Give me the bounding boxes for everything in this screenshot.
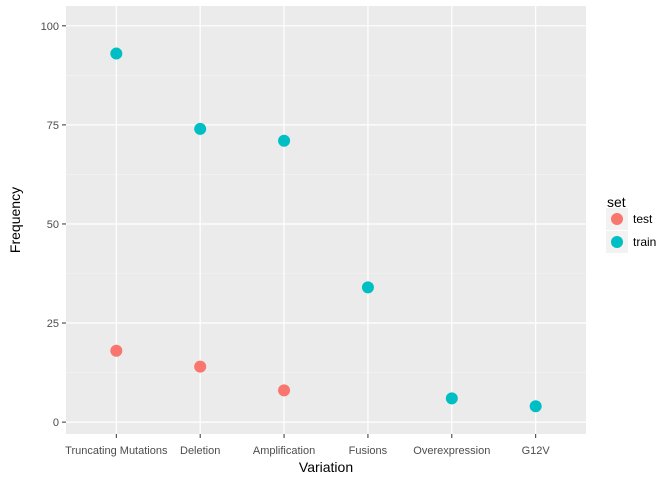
x-tick-label: Truncating Mutations xyxy=(65,445,168,457)
plot-panel xyxy=(66,6,586,434)
data-points xyxy=(110,47,542,413)
point-test xyxy=(278,384,291,397)
point-test xyxy=(110,344,123,357)
point-train xyxy=(529,400,542,413)
legend-label-test: test xyxy=(633,212,653,226)
x-tick-label: Deletion xyxy=(180,445,220,457)
y-tick-label: 25 xyxy=(47,318,59,330)
grid-lines xyxy=(66,6,586,434)
point-train xyxy=(194,122,207,135)
x-tick-label: Overexpression xyxy=(413,445,490,457)
point-train xyxy=(110,47,123,60)
legend-title: set xyxy=(607,194,626,210)
point-train xyxy=(361,281,374,294)
point-train xyxy=(278,134,291,147)
x-tick-label: G12V xyxy=(522,445,551,457)
x-tick-label: Fusions xyxy=(349,445,388,457)
y-tick-label: 0 xyxy=(53,417,59,429)
y-tick-label: 50 xyxy=(47,219,59,231)
legend-key-test xyxy=(611,213,623,225)
y-axis-title: Frequency xyxy=(7,187,23,253)
y-tick-label: 75 xyxy=(47,120,59,132)
legend: set test train xyxy=(606,194,656,253)
x-tick-label: Amplification xyxy=(253,445,315,457)
legend-label-train: train xyxy=(633,235,656,249)
point-train xyxy=(445,392,458,405)
x-axis: Truncating Mutations Deletion Amplificatio… xyxy=(65,434,550,457)
y-tick-label: 100 xyxy=(41,21,59,33)
point-test xyxy=(194,360,207,373)
legend-key-train xyxy=(611,236,623,248)
x-axis-title: Variation xyxy=(299,459,353,475)
y-axis: 0 25 50 75 100 xyxy=(41,21,66,429)
